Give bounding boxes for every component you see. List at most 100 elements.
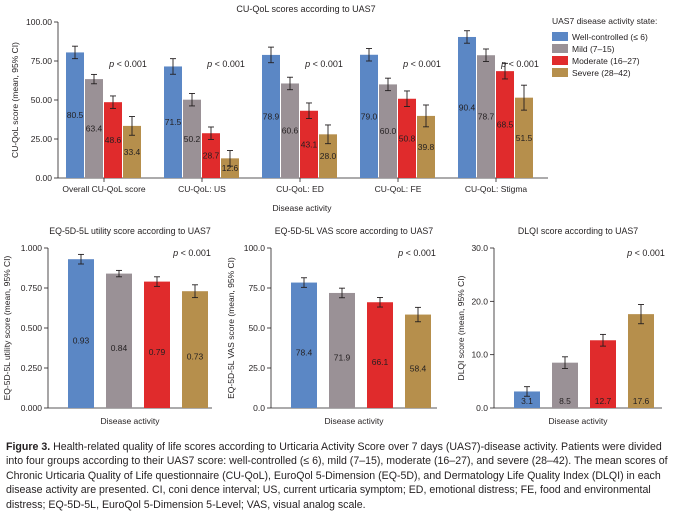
eq-vas-value-label: 66.1 — [372, 357, 389, 367]
dlqi-y-tick-label: 30.0 — [471, 243, 488, 253]
eq-vas-bar — [405, 314, 431, 408]
legend-swatch — [552, 44, 568, 53]
cu-qol-value-label: 71.5 — [165, 117, 182, 127]
eq-utility-bar — [106, 273, 132, 408]
cu-qol-p-value: p < 0.001 — [402, 59, 441, 69]
cu-qol-value-label: 79.0 — [361, 111, 378, 121]
dlqi-bar — [628, 314, 654, 408]
cu-qol-value-label: 28.7 — [203, 151, 220, 161]
eq-vas-value-label: 78.4 — [296, 347, 313, 357]
cu-qol-bar — [281, 83, 299, 178]
eq-utility-bar — [182, 291, 208, 408]
cu-qol-bar — [515, 97, 533, 178]
eq-utility-x-axis-label: Disease activity — [100, 416, 160, 426]
eq-utility-value-label: 0.84 — [111, 343, 128, 353]
eq-utility-y-tick-label: 0.000 — [21, 403, 43, 413]
cu-qol-x-axis-label: Disease activity — [272, 203, 332, 213]
cu-qol-value-label: 68.5 — [497, 120, 514, 130]
cu-qol-p-value: p < 0.001 — [206, 59, 245, 69]
dlqi-chart: DLQI score according to UAS7 0.0 10.0 20.0 3… — [456, 226, 665, 426]
eq-utility-y-tick-label: 1.000 — [21, 243, 43, 253]
cu-qol-bar — [202, 133, 220, 178]
eq-vas-title: EQ-5D-5L VAS score according to UAS7 — [275, 226, 434, 236]
cu-qol-value-label: 60.0 — [380, 126, 397, 136]
cu-qol-bar — [164, 66, 182, 178]
cu-qol-value-label: 50.8 — [399, 133, 416, 143]
eq-utility-bar — [144, 281, 170, 408]
dlqi-value-label: 3.1 — [521, 396, 533, 406]
cu-qol-p-value: p < 0.001 — [304, 59, 343, 69]
cu-qol-value-label: 78.9 — [263, 111, 280, 121]
cu-qol-value-label: 33.4 — [124, 147, 141, 157]
cu-qol-bar — [66, 52, 84, 178]
eq-vas-y-tick-label: 75.0 — [248, 283, 265, 293]
cu-qol-x-tick-label: Overall CU-QoL score — [62, 184, 146, 194]
eq-utility-title: EQ-5D-5L utility score according to UAS7 — [49, 226, 211, 236]
eq-vas-y-tick-label: 100.0 — [244, 243, 266, 253]
cu-qol-bar — [398, 98, 416, 178]
eq5d-vas-chart: EQ-5D-5L VAS score according to UAS7 0.0 2… — [226, 226, 437, 426]
caption-text: Health-related quality of life scores ac… — [6, 441, 668, 511]
cu-qol-bar — [360, 54, 378, 179]
cu-qol-value-label: 63.4 — [86, 124, 103, 134]
cu-qol-value-label: 48.6 — [105, 135, 122, 145]
cu-qol-bar — [183, 99, 201, 178]
cu-qol-y-axis-label: CU-QoL score (mean, 95% CI) — [10, 42, 20, 158]
eq-vas-x-axis-label: Disease activity — [324, 416, 384, 426]
eq-vas-bar — [291, 282, 317, 408]
cu-qol-value-label: 90.4 — [459, 102, 476, 112]
eq-vas-value-label: 71.9 — [334, 352, 351, 362]
cu-qol-value-label: 60.6 — [282, 126, 299, 136]
eq-utility-y-axis-label: EQ-5D-5L utility score (mean, 95% CI) — [2, 255, 12, 400]
eq-utility-y-tick-label: 0.250 — [21, 363, 43, 373]
cu-qol-y-tick-label: 0.00 — [35, 173, 52, 183]
cu-qol-value-label: 39.8 — [418, 142, 435, 152]
legend-item: Well-controlled (≤ 6) — [572, 32, 648, 42]
cu-qol-value-label: 51.5 — [516, 133, 533, 143]
caption-label: Figure 3. — [6, 441, 51, 453]
cu-qol-bar — [458, 36, 476, 179]
dlqi-x-axis-label: Disease activity — [548, 416, 608, 426]
eq-vas-y-tick-label: 25.0 — [248, 363, 265, 373]
cu-qol-y-tick-label: 50.00 — [31, 95, 53, 105]
cu-qol-chart: CU-QoL scores according to UAS7 0.00 25.00… — [10, 4, 657, 213]
legend-swatch — [552, 68, 568, 77]
legend-item: Severe (28–42) — [572, 68, 631, 78]
eq-vas-y-tick-label: 0.0 — [253, 403, 265, 413]
cu-qol-value-label: 50.2 — [184, 134, 201, 144]
cu-qol-value-label: 78.7 — [478, 112, 495, 122]
dlqi-value-label: 8.5 — [559, 396, 571, 406]
cu-qol-p-value: p < 0.001 — [108, 59, 147, 69]
dlqi-p-value: p < 0.001 — [626, 248, 665, 258]
dlqi-value-label: 17.6 — [633, 396, 650, 406]
cu-qol-value-label: 80.5 — [67, 110, 84, 120]
dlqi-value-label: 12.7 — [595, 396, 612, 406]
legend-title: UAS7 disease activity state: — [552, 16, 657, 26]
eq-vas-y-tick-label: 50.0 — [248, 323, 265, 333]
dlqi-y-tick-label: 0.0 — [476, 403, 488, 413]
eq-vas-bar — [329, 292, 355, 408]
eq-utility-p-value: p < 0.001 — [172, 248, 211, 258]
eq5d-utility-chart: EQ-5D-5L utility score according to UAS7… — [2, 226, 212, 426]
eq-utility-value-label: 0.73 — [187, 352, 204, 362]
cu-qol-x-tick-label: CU-QoL: ED — [276, 184, 324, 194]
cu-qol-x-tick-label: CU-QoL: Stigma — [465, 184, 528, 194]
dlqi-bar — [552, 362, 578, 408]
eq-utility-y-tick-label: 0.500 — [21, 323, 43, 333]
dlqi-title: DLQI score according to UAS7 — [518, 226, 638, 236]
eq-vas-y-axis-label: EQ-5D-5L VAS score (mean, 95% CI) — [226, 257, 236, 399]
legend-item: Mild (7–15) — [572, 44, 615, 54]
figure-caption: Figure 3. Health-related quality of life… — [6, 440, 674, 512]
cu-qol-bar — [300, 110, 318, 178]
cu-qol-y-tick-label: 25.00 — [31, 134, 53, 144]
dlqi-y-tick-label: 20.0 — [471, 296, 488, 306]
cu-qol-y-tick-label: 75.00 — [31, 56, 53, 66]
cu-qol-bar — [417, 115, 435, 178]
cu-qol-p-value: p < 0.001 — [500, 59, 539, 69]
cu-qol-bar — [477, 55, 495, 179]
eq-vas-p-value: p < 0.001 — [397, 248, 436, 258]
cu-qol-bar — [262, 54, 280, 178]
eq-vas-bar — [367, 302, 393, 408]
cu-qol-bar — [104, 102, 122, 178]
cu-qol-x-tick-label: CU-QoL: US — [178, 184, 226, 194]
